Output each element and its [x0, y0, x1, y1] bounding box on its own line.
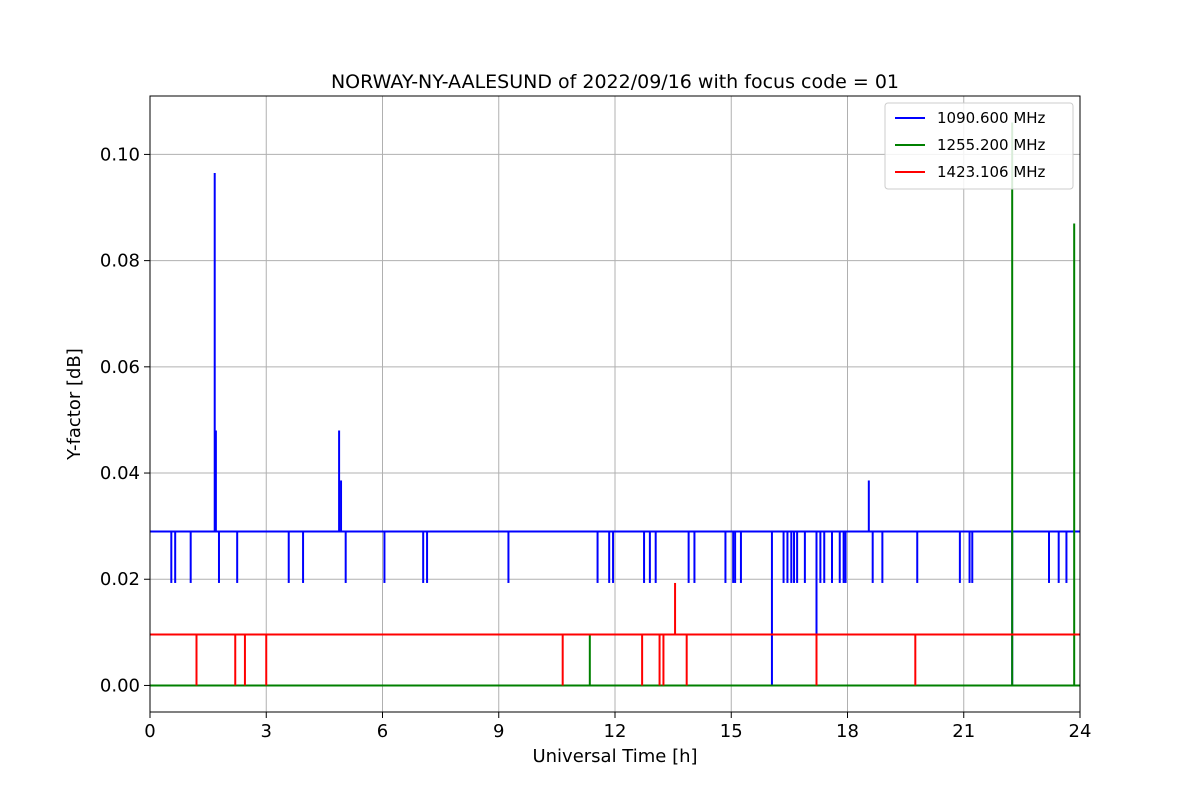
x-tick-label: 21: [952, 721, 975, 742]
y-axis-label: Y-factor [dB]: [64, 348, 85, 461]
legend-entry-label: 1423.106 MHz: [937, 163, 1046, 181]
y-tick-label: 0.08: [100, 251, 140, 272]
y-tick-label: 0.00: [100, 675, 140, 696]
x-axis-label: Universal Time [h]: [532, 746, 697, 767]
legend-entry-label: 1255.200 MHz: [937, 136, 1046, 154]
axis-ticks: 0 3 6 9 12 15 18 21 24 0.00 0.02 0.04 0.06 0.08 0.10: [100, 144, 1092, 742]
x-tick-label: 9: [493, 721, 504, 742]
x-tick-label: 3: [261, 721, 272, 742]
chart-title: NORWAY-NY-AALESUND of 2022/09/16 with fo…: [331, 71, 899, 93]
y-tick-label: 0.10: [100, 144, 140, 165]
x-tick-label: 0: [144, 721, 155, 742]
plot-series: [150, 122, 1080, 687]
legend: 1090.600 MHz 1255.200 MHz 1423.106 MHz: [884, 102, 1074, 190]
y-tick-label: 0.04: [100, 463, 140, 484]
y-tick-label: 0.06: [100, 357, 140, 378]
x-tick-label: 24: [1069, 721, 1092, 742]
legend-entry-label: 1090.600 MHz: [937, 109, 1046, 127]
legend-box: [884, 102, 1074, 190]
x-tick-label: 18: [836, 721, 859, 742]
x-tick-label: 15: [720, 721, 743, 742]
x-tick-label: 6: [377, 721, 388, 742]
y-tick-label: 0.02: [100, 569, 140, 590]
x-tick-label: 12: [604, 721, 627, 742]
